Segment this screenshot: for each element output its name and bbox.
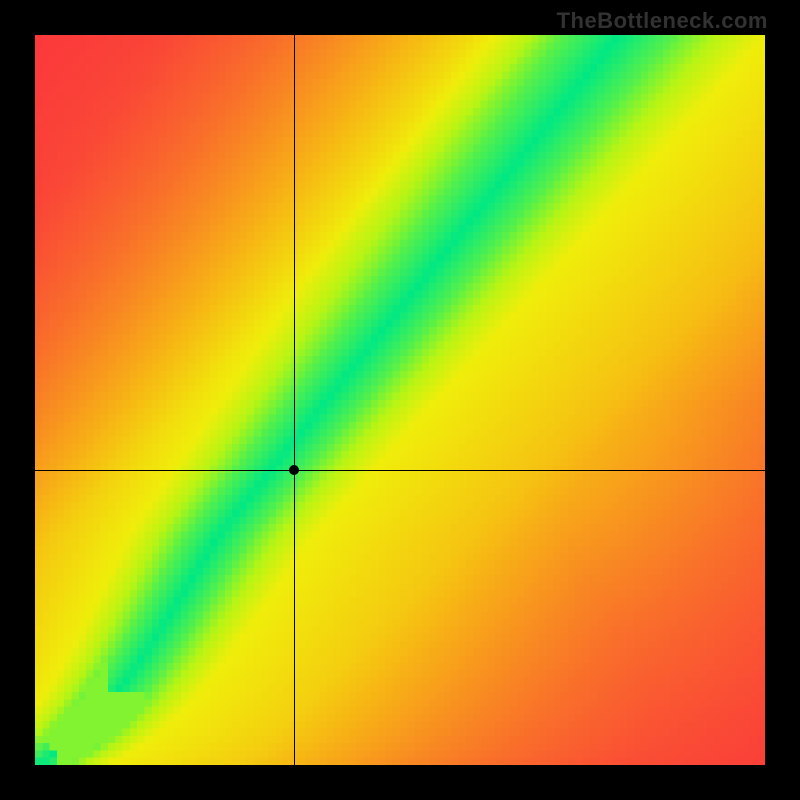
crosshair-vertical <box>294 35 295 765</box>
watermark-text: TheBottleneck.com <box>557 8 768 34</box>
plot-area <box>35 35 765 765</box>
crosshair-marker <box>289 465 299 475</box>
crosshair-horizontal <box>35 470 765 471</box>
heatmap-canvas <box>35 35 765 765</box>
